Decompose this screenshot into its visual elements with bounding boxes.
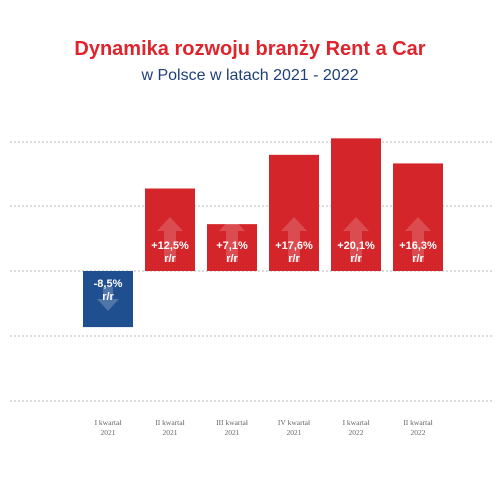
bar	[83, 271, 133, 328]
value-label: +16,3%	[399, 240, 437, 252]
up-arrow-icon	[219, 217, 245, 262]
unit-label: r/r	[288, 253, 300, 265]
x-tick-year: 2022	[411, 428, 426, 437]
bar	[207, 224, 257, 271]
bar	[393, 163, 443, 271]
bar	[331, 138, 381, 271]
x-tick-year: 2022	[349, 428, 364, 437]
unit-label: r/r	[102, 291, 114, 303]
unit-label: r/r	[412, 253, 424, 265]
value-label: +17,6%	[275, 240, 313, 252]
x-tick-year: 2021	[287, 428, 302, 437]
value-label: +12,5%	[151, 240, 189, 252]
x-tick-year: 2021	[101, 428, 116, 437]
up-arrow-icon	[281, 217, 307, 262]
x-tick-label: IV kwartał	[278, 418, 311, 427]
bar	[269, 154, 319, 271]
chart-subtitle: w Polsce w latach 2021 - 2022	[141, 67, 359, 84]
x-tick-label: III kwartał	[216, 418, 249, 427]
x-tick-label: II kwartał	[403, 418, 433, 427]
down-arrow-icon	[97, 287, 119, 311]
unit-label: r/r	[350, 253, 362, 265]
x-tick-label: I kwartał	[343, 418, 371, 427]
value-label: +7,1%	[216, 240, 248, 252]
bar	[145, 188, 195, 271]
x-tick-label: I kwartał	[95, 418, 123, 427]
x-tick-year: 2021	[225, 428, 240, 437]
x-tick-year: 2021	[163, 428, 178, 437]
chart-title: Dynamika rozwoju branży Rent a Car	[74, 38, 426, 60]
unit-label: r/r	[164, 253, 176, 265]
value-label: +20,1%	[337, 240, 375, 252]
unit-label: r/r	[226, 253, 238, 265]
value-label: -8,5%	[94, 278, 123, 290]
up-arrow-icon	[405, 217, 431, 262]
x-tick-label: II kwartał	[155, 418, 185, 427]
up-arrow-icon	[343, 217, 369, 262]
up-arrow-icon	[157, 217, 183, 262]
